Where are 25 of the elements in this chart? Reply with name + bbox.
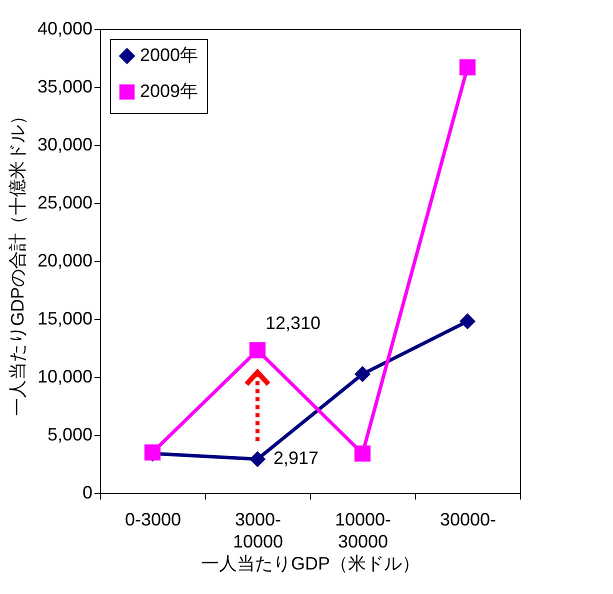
y-tick-label: 10,000 — [37, 366, 92, 386]
x-axis-title: 一人当たりGDP（米ドル） — [200, 554, 420, 574]
y-tick-label: 15,000 — [37, 308, 92, 328]
y-tick-label: 0 — [82, 482, 92, 502]
y-axis-title: 一人当たりGDPの合計（十億米ドル） — [7, 106, 28, 416]
annotation: 2,917 — [274, 448, 319, 468]
x-tick-label: 10000-30000 — [334, 510, 392, 552]
legend-label: 2009年 — [140, 81, 198, 101]
y-tick-label: 40,000 — [37, 18, 92, 38]
y-tick-label: 25,000 — [37, 192, 92, 212]
point — [459, 313, 476, 330]
x-tick-label: 3000-10000 — [232, 510, 284, 552]
y-tick-label: 35,000 — [37, 76, 92, 96]
legend-label: 2000年 — [140, 45, 198, 65]
y-tick-label: 5,000 — [47, 424, 92, 444]
y-tick-label: 20,000 — [37, 250, 92, 270]
point — [249, 342, 266, 358]
point — [354, 446, 371, 462]
point — [354, 366, 371, 382]
y-tick-label: 30,000 — [37, 134, 92, 154]
annotation: 12,310 — [266, 313, 321, 334]
x-tick-label: 0-3000 — [124, 510, 182, 530]
point — [459, 59, 476, 76]
x-tick-label: 30000- — [440, 510, 496, 530]
point — [249, 451, 266, 468]
